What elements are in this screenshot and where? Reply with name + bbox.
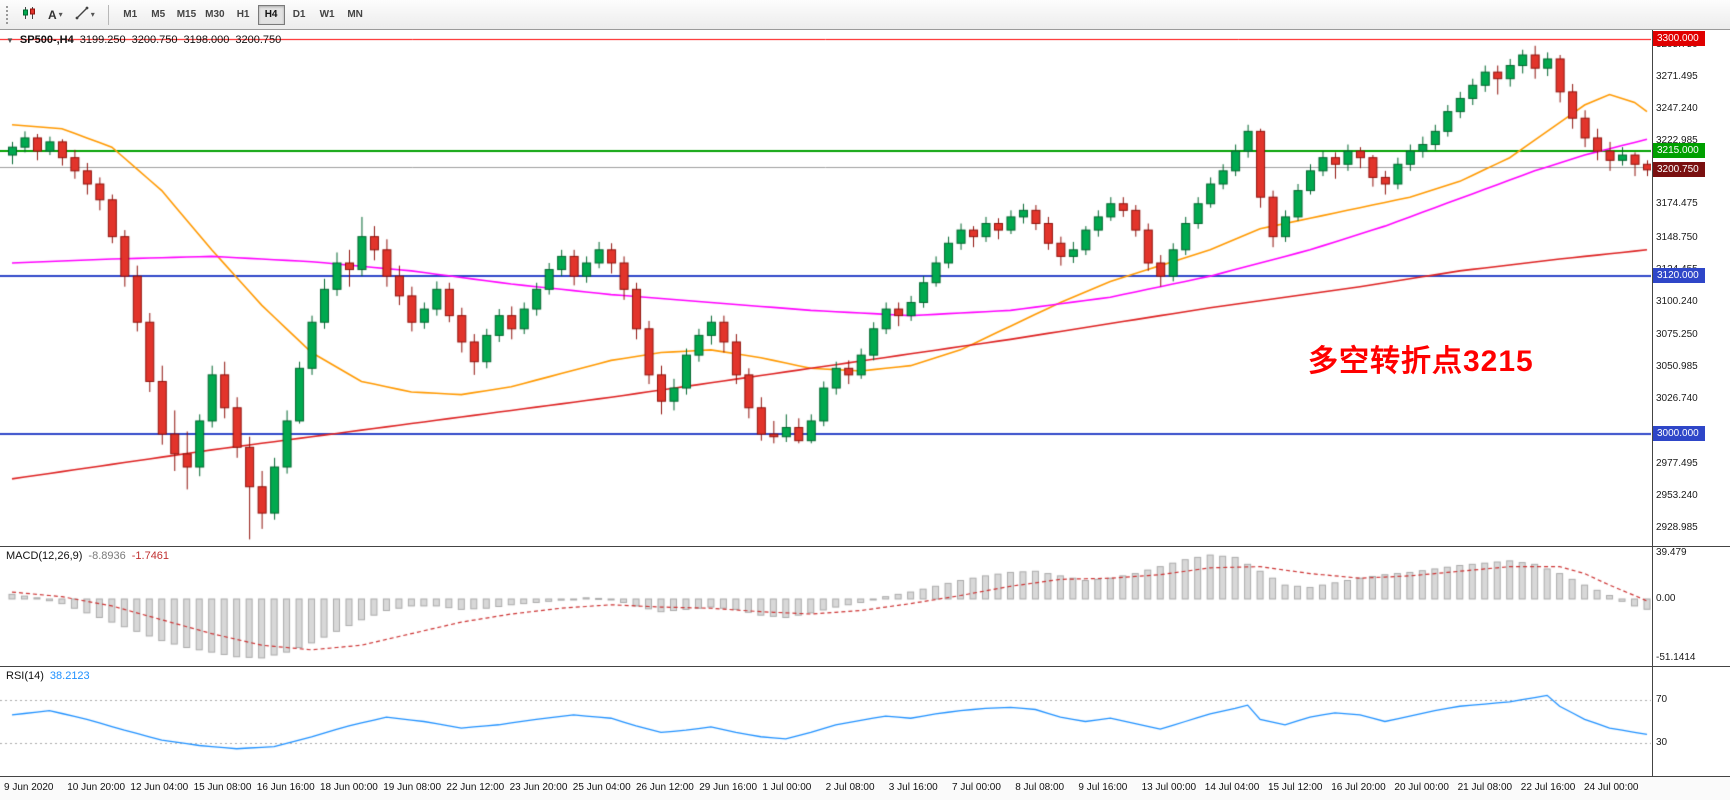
main-chart-canvas[interactable] (0, 30, 1651, 546)
price-axis-label: 2953.240 (1656, 489, 1698, 501)
price-badge: 3120.000 (1653, 268, 1705, 284)
time-axis[interactable]: 9 Jun 2020 10 Jun 20:00 12 Jun 04:00 15 Jun… (0, 776, 1730, 800)
time-label: 26 Jun 12:00 (636, 782, 694, 793)
macd-main-value: -8.8936 (88, 550, 126, 562)
rsi-panel: RSI(14) 38.2123 70 30 (0, 666, 1730, 776)
time-label: 2 Jul 08:00 (825, 782, 875, 793)
toolbar: A ▾ ▾ M1 M5 M15 M30 H1 H4 D1 W1 MN (0, 0, 1730, 30)
price-axis-label: 3271.495 (1656, 70, 1698, 82)
timeframe-h4-button[interactable]: H4 (257, 4, 285, 25)
line-tool-icon (75, 6, 89, 23)
time-label: 1 Jul 00:00 (762, 782, 812, 793)
rsi-value: 38.2123 (49, 670, 90, 682)
rsi-axis-label: 70 (1656, 693, 1668, 705)
time-label: 7 Jul 00:00 (952, 782, 1001, 793)
price-badge: 3200.750 (1653, 161, 1705, 177)
time-label: 13 Jul 00:00 (1141, 782, 1197, 793)
chart-shift-marker-icon: ▼ (6, 35, 14, 45)
price-axis-label: 3100.240 (1656, 296, 1698, 308)
rsi-axis[interactable]: 70 30 (1652, 667, 1730, 776)
time-label: 23 Jun 20:00 (509, 782, 568, 793)
time-label: 12 Jun 04:00 (130, 782, 189, 793)
price-axis-label: 2977.495 (1656, 457, 1698, 469)
close-value: 3200.750 (235, 34, 282, 46)
macd-axis-label: -51.1414 (1656, 652, 1696, 664)
time-label: 9 Jun 2020 (4, 782, 54, 793)
price-axis-label: 2928.985 (1656, 521, 1698, 533)
macd-axis-label: 0.00 (1656, 592, 1676, 604)
time-label: 3 Jul 16:00 (888, 782, 938, 793)
timeframe-w1-button[interactable]: W1 (314, 5, 341, 25)
timeframe-d1-button[interactable]: D1 (286, 5, 313, 25)
chart-mode-icon (22, 6, 36, 23)
price-axis-label: 3222.985 (1656, 134, 1698, 146)
chevron-down-icon: ▾ (58, 9, 63, 19)
price-axis-label: 3247.240 (1656, 102, 1698, 114)
price-axis[interactable]: 3295.7503271.4953247.2403222.9853198.730… (1652, 30, 1730, 546)
time-label: 25 Jun 04:00 (572, 782, 631, 793)
timeframe-m1-button[interactable]: M1 (117, 5, 144, 25)
timeframe-m5-button[interactable]: M5 (145, 5, 172, 25)
text-tool-icon: A (48, 7, 57, 22)
macd-axis-label: 39.479 (1656, 547, 1687, 559)
text-tool-button[interactable]: A ▾ (43, 4, 68, 26)
price-axis-label: 3050.985 (1656, 360, 1698, 372)
timeframe-h1-button[interactable]: H1 (230, 5, 257, 25)
price-badge: 3000.000 (1653, 426, 1705, 442)
time-label: 15 Jun 08:00 (193, 782, 252, 793)
time-label: 20 Jul 00:00 (1394, 782, 1449, 793)
time-label: 9 Jul 16:00 (1078, 782, 1128, 793)
price-axis-label: 3174.475 (1656, 198, 1698, 210)
macd-title: MACD(12,26,9) -8.8936 -1.7461 (6, 550, 169, 562)
macd-label: MACD(12,26,9) (6, 550, 83, 562)
price-axis-label: 3075.250 (1656, 329, 1698, 341)
price-axis-label: 3026.740 (1656, 392, 1698, 404)
rsi-label: RSI(14) (6, 670, 44, 682)
time-label: 29 Jun 16:00 (699, 782, 758, 793)
chart-mode-button[interactable] (17, 4, 41, 26)
toolbar-separator (107, 4, 109, 25)
time-label: 14 Jul 04:00 (1204, 782, 1260, 793)
time-label: 15 Jul 12:00 (1268, 782, 1323, 793)
rsi-axis-label: 30 (1656, 737, 1668, 749)
macd-panel: MACD(12,26,9) -8.8936 -1.7461 39.479 0.00… (0, 546, 1730, 666)
toolbar-grip[interactable] (6, 5, 11, 24)
time-label: 10 Jun 20:00 (67, 782, 126, 793)
rsi-title: RSI(14) 38.2123 (6, 670, 90, 682)
macd-canvas[interactable] (0, 547, 1651, 666)
time-label: 22 Jun 12:00 (446, 782, 505, 793)
timeframe-group: M1 M5 M15 M30 H1 H4 D1 W1 MN (117, 4, 369, 25)
timeframe-m15-button[interactable]: M15 (173, 5, 200, 25)
line-tool-button[interactable]: ▾ (70, 4, 100, 26)
low-value: 3198.000 (183, 34, 230, 46)
open-value: 3199.250 (79, 34, 126, 46)
chart-annotation-text[interactable]: 多空转折点3215 (1308, 345, 1534, 378)
price-badge: 3215.000 (1653, 143, 1705, 159)
symbol-timeframe-label: SP500-,H4 (19, 34, 74, 46)
high-value: 3200.750 (131, 34, 178, 46)
macd-axis[interactable]: 39.479 0.00 -51.1414 (1652, 547, 1730, 666)
time-label: 16 Jun 16:00 (256, 782, 315, 793)
timeframe-mn-button[interactable]: MN (342, 5, 369, 25)
time-label: 16 Jul 20:00 (1331, 782, 1386, 793)
chart-title: ▼ SP500-,H4 3199.250 3200.750 3198.000 3… (6, 34, 281, 46)
price-axis-label: 3148.750 (1656, 232, 1698, 244)
timeframe-m30-button[interactable]: M30 (201, 5, 228, 25)
main-chart-panel: ▼ SP500-,H4 3199.250 3200.750 3198.000 3… (0, 30, 1730, 546)
time-label: 22 Jul 16:00 (1520, 782, 1576, 793)
time-label: 21 Jul 08:00 (1457, 782, 1513, 793)
rsi-canvas[interactable] (0, 667, 1651, 776)
time-label: 19 Jun 08:00 (383, 782, 442, 793)
time-label: 8 Jul 08:00 (1015, 782, 1065, 793)
time-label: 24 Jul 00:00 (1584, 782, 1639, 793)
macd-signal-value: -1.7461 (131, 550, 170, 562)
chevron-down-icon: ▾ (90, 9, 95, 19)
time-label: 18 Jun 00:00 (320, 782, 378, 793)
price-badge: 3300.000 (1653, 31, 1705, 47)
